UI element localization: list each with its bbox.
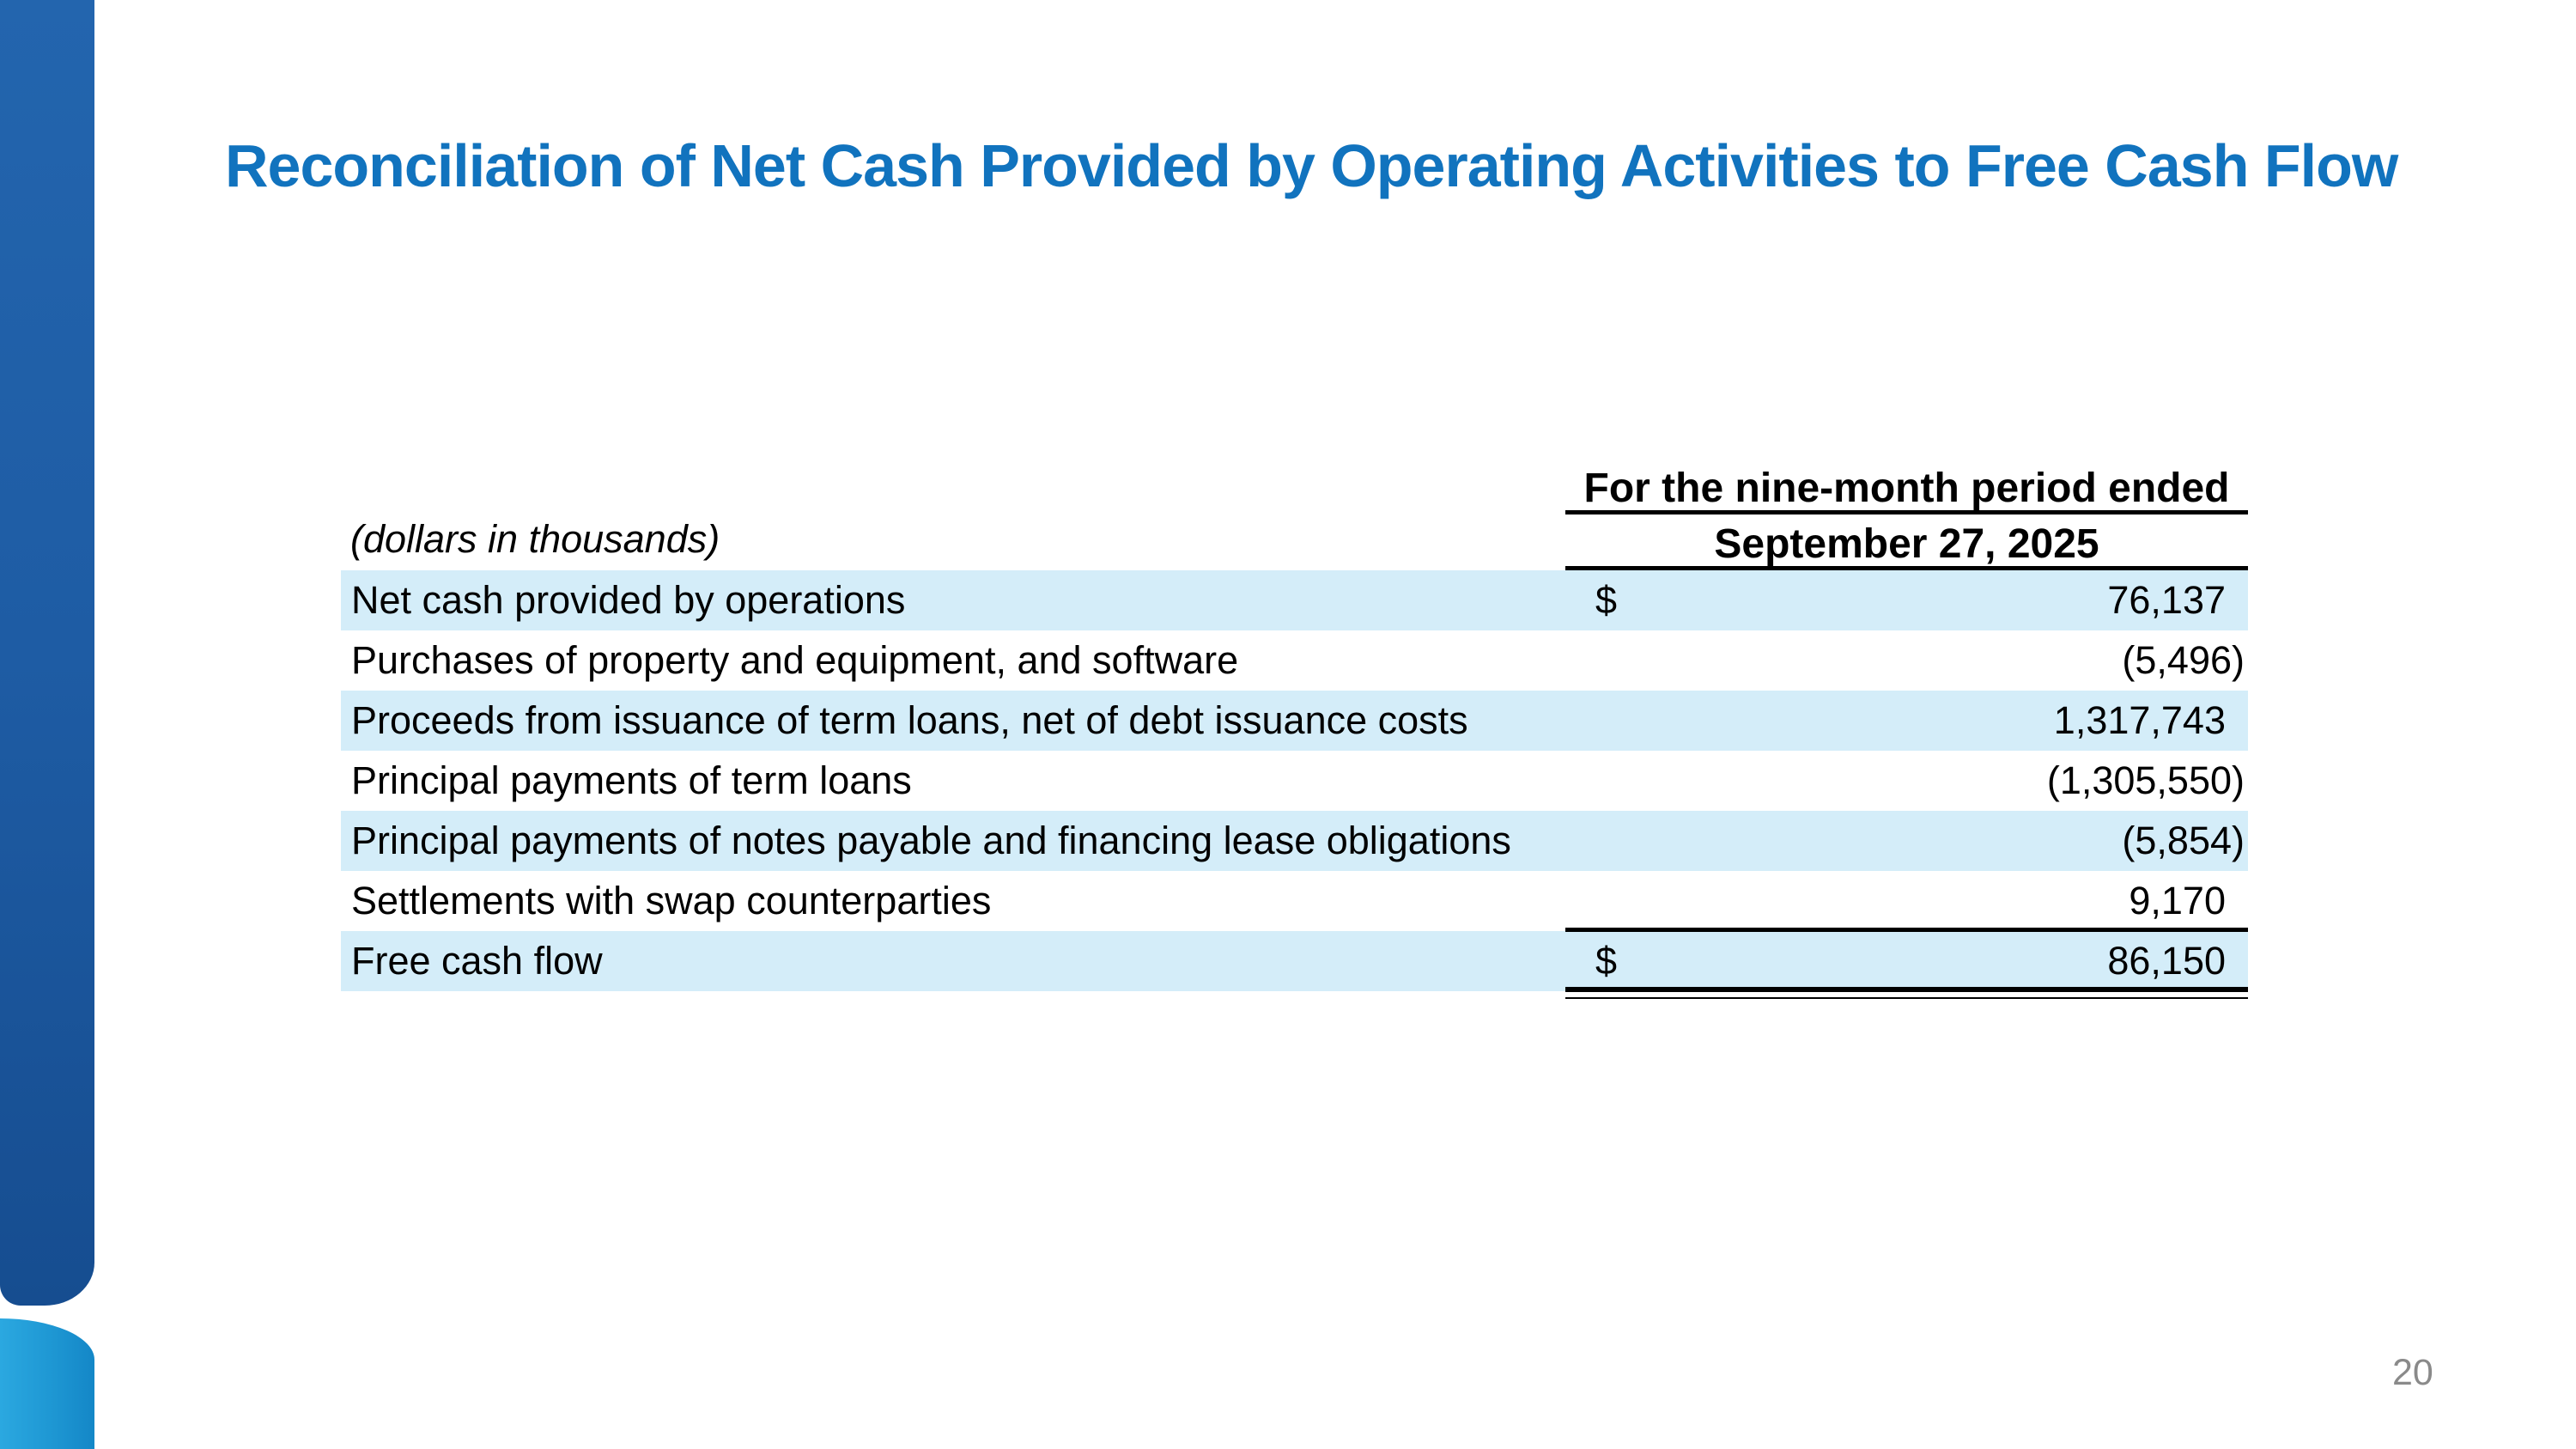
currency-symbol: $ — [1595, 939, 1618, 983]
subtotal-rule — [1565, 928, 2248, 932]
table-row: Proceeds from issuance of term loans, ne… — [341, 691, 2248, 751]
row-label: Settlements with swap counterparties — [351, 879, 992, 922]
total-double-rule-top — [1565, 987, 2248, 992]
row-label: Principal payments of term loans — [351, 758, 912, 802]
row-value: 86,150 — [2107, 939, 2226, 983]
table-row: Net cash provided by operations $ 76,137 — [341, 570, 2248, 630]
table-row: Free cash flow $ 86,150 — [341, 931, 2248, 991]
header-rule-top — [1565, 510, 2248, 514]
row-value: 1,317,743 — [2053, 698, 2226, 742]
units-note: (dollars in thousands) — [350, 517, 720, 561]
table-row: Purchases of property and equipment, and… — [341, 630, 2248, 691]
currency-symbol: $ — [1595, 578, 1618, 622]
row-label: Free cash flow — [351, 939, 603, 983]
sidebar-light-bar — [0, 1318, 94, 1449]
header-rule-bottom — [1565, 566, 2248, 570]
period-header: For the nine-month period ended — [1583, 466, 2230, 511]
row-value: (5,496) — [2122, 638, 2245, 682]
row-label: Purchases of property and equipment, and… — [351, 638, 1239, 682]
table-row: Settlements with swap counterparties 9,1… — [341, 871, 2248, 931]
row-value: 76,137 — [2107, 578, 2226, 622]
page-title: Reconciliation of Net Cash Provided by O… — [225, 132, 2398, 199]
row-label: Principal payments of notes payable and … — [351, 819, 1511, 862]
table-row: Principal payments of term loans (1,305,… — [341, 751, 2248, 811]
row-label: Net cash provided by operations — [351, 578, 906, 622]
sidebar-dark-bar — [0, 0, 94, 1306]
row-value: (1,305,550) — [2046, 758, 2245, 802]
total-double-rule-bottom — [1565, 997, 2248, 999]
table-row: Principal payments of notes payable and … — [341, 811, 2248, 871]
row-label: Proceeds from issuance of term loans, ne… — [351, 698, 1468, 742]
date-header: September 27, 2025 — [1714, 521, 2099, 567]
row-value: (5,854) — [2122, 819, 2245, 862]
reconciliation-table: Net cash provided by operations $ 76,137… — [341, 570, 2248, 991]
row-value: 9,170 — [2129, 879, 2226, 922]
page-number: 20 — [2392, 1352, 2433, 1393]
